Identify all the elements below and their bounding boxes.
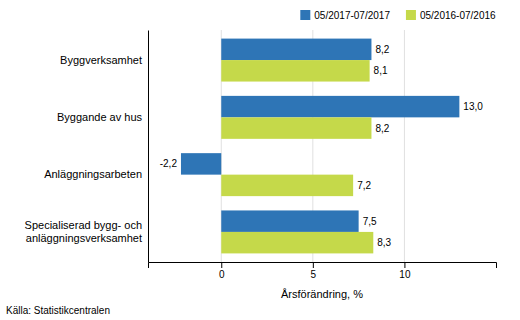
x-axis: 0 5 10 (149, 262, 497, 280)
y-tick: Anläggningsarbeten (44, 168, 148, 180)
data-labels: 8,2 13,0 -2,2 7,5 8,1 8,2 7,2 8,3 (160, 44, 484, 248)
legend-swatch (406, 10, 416, 20)
bar (181, 153, 221, 174)
x-tick: 10 (399, 262, 411, 280)
legend-swatch (300, 10, 310, 20)
y-tick: Byggverksamhet (60, 54, 148, 66)
data-label: 8,1 (374, 65, 388, 76)
x-axis-line (149, 263, 497, 269)
bar (221, 210, 358, 231)
y-tick: Byggande av hus (57, 111, 148, 123)
plot-area: 0 5 10 Byggverksamhet Byggande av hus Anläggn… (25, 30, 497, 280)
bar (221, 175, 353, 196)
y-tick-label: Specialiserad bygg- ochanläggningsverksa… (25, 219, 142, 243)
legend-label: 05/2016-07/2016 (420, 10, 496, 21)
bars (181, 39, 459, 254)
x-axis-title: Årsförändring, % (281, 288, 363, 300)
y-tick-label-line: Anläggningsarbeten (44, 168, 142, 180)
y-tick-label: Byggverksamhet (60, 54, 142, 66)
bar (221, 117, 371, 138)
data-label: 8,2 (375, 44, 389, 55)
x-tick-label: 5 (311, 269, 317, 280)
annotation: Källa: Statistikcentralen (6, 305, 110, 316)
y-axis-line (148, 31, 149, 263)
data-label: -2,2 (160, 158, 178, 169)
grid (221, 30, 404, 262)
legend-item: 05/2017-07/2017 (300, 10, 390, 21)
x-tick-mark (313, 262, 314, 268)
y-tick-label-line: Byggverksamhet (60, 54, 142, 66)
y-tick-label: Byggande av hus (57, 111, 143, 123)
x-tick: 0 (219, 262, 225, 280)
y-tick-label-line: anläggningsverksamhet (26, 231, 142, 243)
legend-item: 05/2016-07/2016 (406, 10, 496, 21)
x-tick-mark (404, 262, 405, 268)
y-tick-label-line: Byggande av hus (57, 111, 143, 123)
y-tick-label-line: Specialiserad bygg- och (25, 219, 142, 231)
legend-label: 05/2017-07/2017 (314, 10, 390, 21)
y-tick-label: Anläggningsarbeten (44, 168, 142, 180)
chart: 0 5 10 Byggverksamhet Byggande av hus Anläggn… (0, 0, 520, 320)
legend: 05/2017-07/2017 05/2016-07/2016 (300, 10, 496, 21)
x-tick-label: 10 (399, 269, 411, 280)
x-tick: 5 (311, 262, 317, 280)
bar (221, 39, 371, 60)
y-tick: Specialiserad bygg- ochanläggningsverksa… (25, 219, 148, 243)
data-label: 8,2 (375, 123, 389, 134)
bar (221, 232, 373, 253)
data-label: 13,0 (463, 101, 483, 112)
data-label: 7,2 (357, 180, 371, 191)
bar (221, 60, 369, 81)
y-axis: Byggverksamhet Byggande av hus Anläggnings… (25, 31, 149, 263)
bar (221, 96, 459, 117)
x-tick-label: 0 (219, 269, 225, 280)
data-label: 8,3 (377, 237, 391, 248)
x-tick-mark (221, 262, 222, 268)
data-label: 7,5 (363, 216, 377, 227)
grid-line (404, 30, 405, 262)
